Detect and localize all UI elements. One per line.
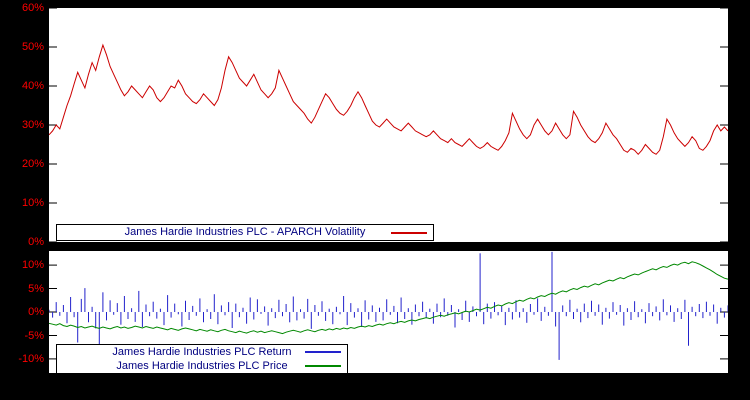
- return-price-chart: [49, 251, 728, 360]
- y-tick-label: 60%: [21, 2, 44, 14]
- y-tick-label: 10%: [21, 259, 44, 271]
- return-price-legend: James Hardie Industries PLC Return James…: [56, 344, 348, 374]
- return-legend-line-swatch: [305, 351, 341, 353]
- volatility-legend: James Hardie Industries PLC - APARCH Vol…: [56, 224, 434, 241]
- y-tick-label: 0%: [28, 236, 44, 248]
- volatility-legend-line-swatch: [391, 231, 427, 234]
- y-tick-label: 0%: [28, 306, 44, 318]
- price-legend-label: James Hardie Industries PLC Price: [116, 360, 288, 372]
- y-tick-label: 5%: [28, 283, 44, 295]
- volatility-plot-area: [49, 8, 728, 242]
- y-tick-label: -10%: [18, 353, 44, 365]
- volatility-line-chart: [49, 8, 728, 242]
- y-tick-label: 30%: [21, 119, 44, 131]
- y-tick-label: 10%: [21, 197, 44, 209]
- volatility-legend-label: James Hardie Industries PLC - APARCH Vol…: [124, 226, 366, 238]
- y-tick-label: 40%: [21, 80, 44, 92]
- y-tick-label: 50%: [21, 41, 44, 53]
- price-legend-line-swatch: [305, 365, 341, 367]
- y-tick-label: -5%: [24, 330, 44, 342]
- return-legend-label: James Hardie Industries PLC Return: [112, 346, 292, 358]
- y-tick-label: 20%: [21, 158, 44, 170]
